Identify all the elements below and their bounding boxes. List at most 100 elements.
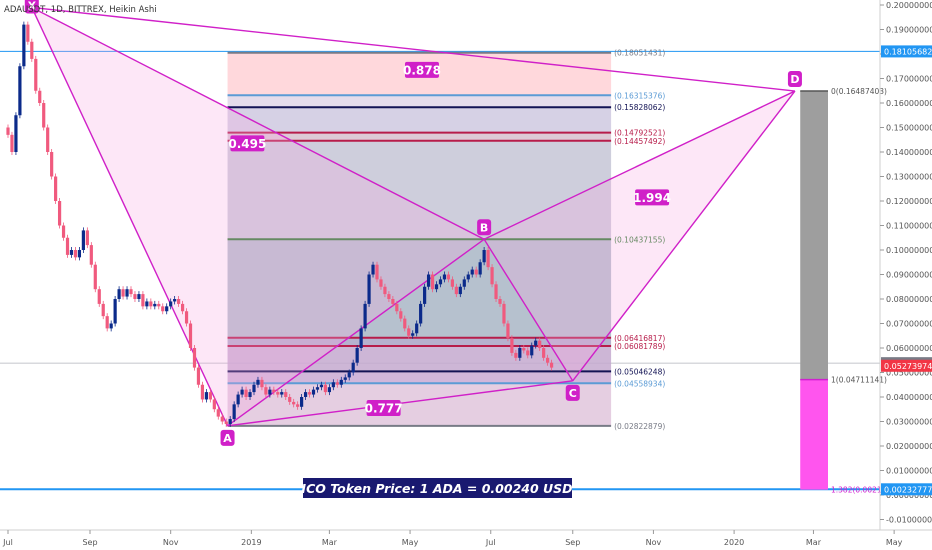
price-tag-label: 0.05273974 bbox=[884, 362, 932, 371]
point-label-d: D bbox=[790, 73, 799, 86]
y-tick-label: 0.02000000 bbox=[886, 442, 932, 451]
candle bbox=[307, 392, 312, 395]
range-box-top-label: 0(0.16487403) bbox=[831, 87, 887, 96]
banner-text: ICO Token Price: 1 ADA = 0.00240 USD bbox=[301, 481, 572, 496]
candle bbox=[65, 237, 70, 255]
fib-level-label: (0.05046248) bbox=[614, 367, 665, 376]
candle bbox=[97, 289, 101, 304]
bcd-triangle bbox=[484, 91, 795, 381]
y-tick-label: 0.00000000 bbox=[886, 491, 932, 500]
candle bbox=[54, 176, 58, 201]
candle bbox=[399, 311, 403, 319]
x-tick-label: 2019 bbox=[241, 538, 261, 547]
ratio-label: 0.878 bbox=[403, 63, 441, 77]
x-tick-label: Sep bbox=[565, 538, 580, 547]
candles bbox=[6, 21, 554, 427]
candle bbox=[121, 289, 125, 297]
x-tick-label: 2020 bbox=[724, 538, 744, 547]
candle bbox=[157, 303, 161, 307]
candle bbox=[355, 348, 359, 363]
fib-level-label: (0.16315376) bbox=[614, 91, 665, 100]
candle bbox=[141, 294, 145, 307]
candle bbox=[434, 284, 439, 290]
candle bbox=[335, 382, 339, 385]
candle bbox=[363, 303, 367, 329]
diag-xd bbox=[31, 6, 796, 92]
candle bbox=[411, 333, 415, 336]
candle bbox=[216, 409, 220, 417]
candle bbox=[383, 286, 387, 295]
point-label-c: C bbox=[569, 387, 577, 400]
candle bbox=[252, 384, 256, 393]
x-tick-label: Nov bbox=[646, 538, 662, 547]
fib-retracement: (0.18051431) (0.16315376) (0.15828062) (0.1… bbox=[227, 49, 665, 431]
candle bbox=[319, 384, 324, 388]
price-tag-label: 0.18105682 bbox=[884, 47, 932, 56]
y-tick-label: 0.03000000 bbox=[886, 418, 932, 427]
candle bbox=[351, 362, 355, 373]
ratio-label: 0.777 bbox=[365, 402, 403, 416]
candle bbox=[288, 397, 292, 402]
candle bbox=[129, 289, 133, 295]
ratio-label: 1.994 bbox=[633, 191, 671, 205]
candle bbox=[395, 303, 399, 312]
x-tick-label: May bbox=[402, 538, 419, 547]
candle bbox=[446, 274, 451, 280]
point-badge-b bbox=[477, 219, 492, 236]
candle bbox=[466, 274, 470, 280]
y-tick-label: 0.04000000 bbox=[886, 393, 932, 402]
candle bbox=[303, 392, 308, 397]
ratio-badge bbox=[230, 135, 265, 152]
candle bbox=[367, 274, 371, 304]
candle bbox=[228, 419, 232, 424]
candle bbox=[442, 274, 447, 280]
fib-band bbox=[227, 383, 612, 426]
candle bbox=[256, 379, 260, 385]
candle bbox=[188, 323, 193, 348]
candle bbox=[61, 225, 66, 238]
price-tag bbox=[881, 483, 932, 496]
candle bbox=[42, 103, 46, 128]
y-tick-label: 0.10000000 bbox=[886, 246, 932, 255]
range-box-mid-label: 1(0.04711141) bbox=[831, 376, 887, 385]
candle bbox=[423, 286, 427, 304]
candle bbox=[450, 279, 454, 287]
fib-band bbox=[227, 371, 612, 384]
candle bbox=[93, 264, 97, 290]
diag-xb bbox=[31, 6, 485, 240]
leg-ab bbox=[227, 238, 485, 427]
candle bbox=[177, 299, 181, 304]
y-tick-label: 0.12000000 bbox=[886, 197, 932, 206]
ratio-labels: 0.878 0.495 1.994 0.777 bbox=[228, 61, 671, 417]
candle bbox=[403, 318, 407, 329]
x-tick-label: Jul bbox=[2, 538, 13, 547]
y-tick-label: 0.07000000 bbox=[886, 320, 932, 329]
candle bbox=[101, 303, 105, 317]
candle bbox=[208, 392, 212, 400]
candle bbox=[264, 387, 268, 395]
candle bbox=[240, 389, 244, 395]
candle bbox=[169, 301, 173, 307]
candle bbox=[514, 352, 518, 358]
y-tick-label: 0.06000000 bbox=[886, 344, 932, 353]
point-label-a: A bbox=[223, 432, 232, 445]
candle bbox=[407, 328, 411, 336]
candle bbox=[474, 269, 478, 275]
candle bbox=[153, 303, 157, 307]
banner: ICO Token Price: 1 ADA = 0.00240 USD bbox=[301, 478, 573, 498]
candle bbox=[359, 328, 363, 348]
candle bbox=[50, 152, 54, 177]
candle bbox=[180, 303, 185, 312]
y-tick-label: 0.19000000 bbox=[886, 26, 932, 35]
y-tick-label: 0.08000000 bbox=[886, 295, 932, 304]
candle bbox=[486, 250, 490, 268]
candle bbox=[482, 250, 486, 263]
candle bbox=[161, 306, 165, 312]
candle bbox=[133, 294, 137, 299]
y-tick-label: 0.05000000 bbox=[886, 369, 932, 378]
range-box: 0(0.16487403) 1(0.04711141) 1.382(0.002186… bbox=[800, 87, 904, 495]
candle bbox=[502, 303, 506, 324]
price-tag bbox=[881, 359, 932, 372]
candle bbox=[549, 362, 554, 368]
